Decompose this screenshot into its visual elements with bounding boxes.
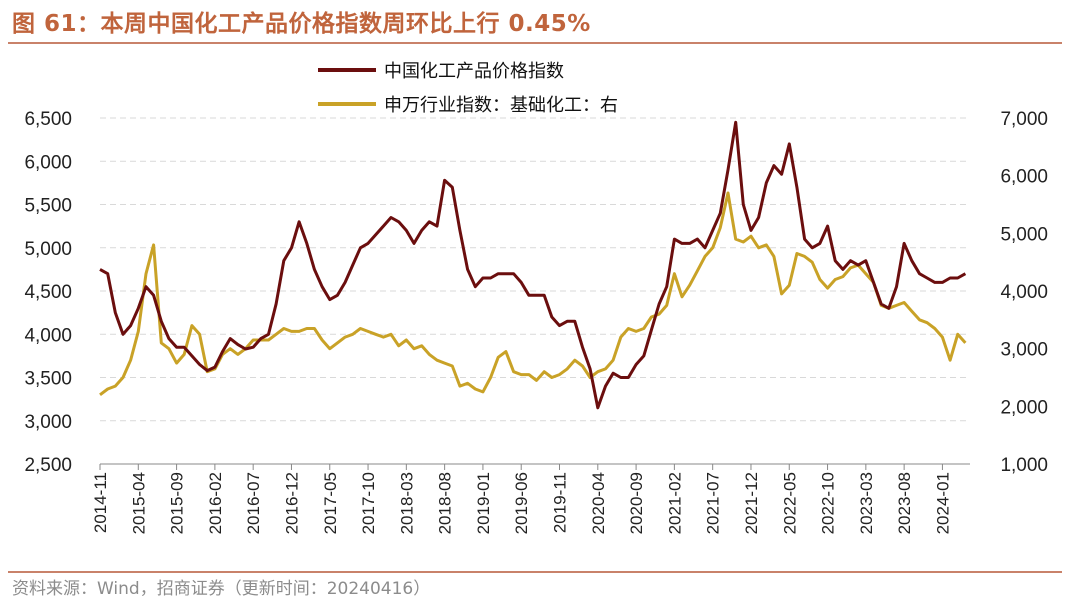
left-tick-label: 4,500	[24, 282, 72, 303]
right-tick-label: 5,000	[1000, 224, 1048, 245]
source-rule	[8, 571, 1062, 573]
x-tick-label: 2021-02	[665, 472, 684, 534]
x-tick-label: 2016-07	[244, 472, 263, 534]
x-tick-label: 2024-01	[933, 472, 952, 534]
x-tick-label: 2014-11	[91, 472, 110, 533]
figure-title: 图 61：本周中国化工产品价格指数周环比上行 0.45%	[12, 11, 591, 37]
series-layer	[99, 120, 967, 410]
left-tick-label: 4,000	[24, 325, 72, 346]
x-axis: 2014-11 2015-04 2015-09 2016-02 2016-07 2016-…	[91, 463, 970, 534]
right-tick-label: 3,000	[1000, 340, 1048, 361]
x-tick-label: 2022-10	[819, 472, 838, 534]
title-rule	[8, 42, 1062, 44]
x-tick-label: 2017-10	[359, 472, 378, 534]
left-tick-label: 2,500	[24, 455, 72, 476]
x-tick-label: 2018-03	[397, 472, 416, 534]
left-tick-label: 6,000	[24, 152, 72, 173]
right-tick-label: 2,000	[1000, 397, 1048, 418]
right-axis-ticks: 1,000 2,000 3,000 4,000 5,000 6,000 7,000	[1000, 109, 1048, 476]
x-tick-label: 2015-04	[129, 472, 148, 534]
source-note: 资料来源：Wind，招商证券（更新时间：20240416）	[12, 579, 431, 599]
right-tick-label: 7,000	[1000, 109, 1048, 130]
x-tick-label: 2020-04	[589, 472, 608, 534]
x-tick-label: 2022-05	[780, 472, 799, 534]
x-tick-label: 2016-02	[206, 472, 225, 534]
left-tick-label: 3,500	[24, 369, 72, 390]
x-tick-label: 2020-09	[627, 472, 646, 534]
x-tick-label: 2015-09	[168, 472, 187, 534]
left-tick-label: 6,500	[24, 109, 72, 130]
x-tick-label: 2019-01	[474, 472, 493, 534]
x-tick-label: 2019-11	[551, 472, 570, 533]
x-tick-label: 2016-12	[282, 472, 301, 534]
x-tick-label: 2018-08	[436, 472, 455, 534]
left-axis-ticks: 2,500 3,000 3,500 4,000 4,500 5,000 5,500 6,000…	[24, 109, 72, 476]
x-tick-label: 2023-08	[895, 472, 914, 534]
right-tick-label: 1,000	[1000, 455, 1048, 476]
grid-lines	[100, 117, 970, 422]
x-tick-label: 2023-03	[857, 472, 876, 534]
x-tick-label: 2017-05	[321, 472, 340, 534]
x-tick-label: 2019-06	[512, 472, 531, 534]
right-tick-label: 4,000	[1000, 282, 1048, 303]
left-tick-label: 3,000	[24, 412, 72, 433]
right-tick-label: 6,000	[1000, 167, 1048, 188]
left-tick-label: 5,000	[24, 239, 72, 260]
x-tick-label: 2021-07	[704, 472, 723, 534]
series-line-chemical-price-index	[99, 120, 967, 410]
left-tick-label: 5,500	[24, 196, 72, 217]
x-tick-label: 2021-12	[742, 472, 761, 534]
legend-label: 中国化工产品价格指数	[384, 61, 564, 82]
legend-label: 申万行业指数：基础化工：右	[384, 95, 618, 116]
